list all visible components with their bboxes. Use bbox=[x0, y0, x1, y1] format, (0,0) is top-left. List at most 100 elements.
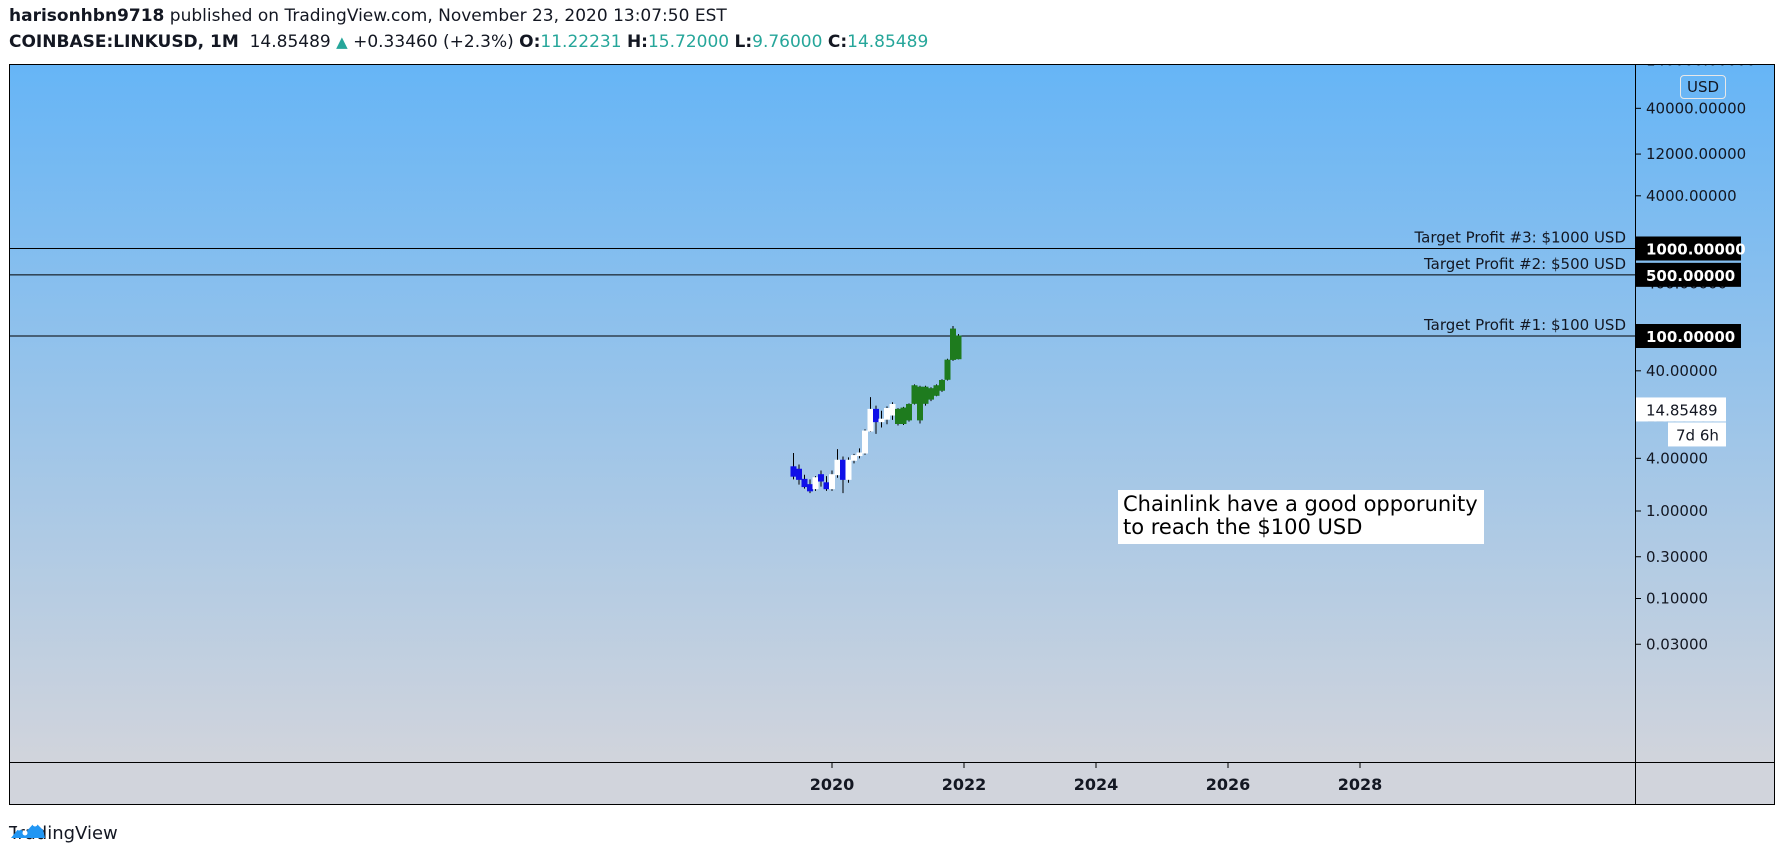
candle-body bbox=[867, 408, 874, 432]
candle-body bbox=[950, 328, 956, 360]
candle-body bbox=[911, 385, 918, 404]
candle bbox=[933, 384, 940, 397]
candle bbox=[812, 476, 819, 491]
candle-body bbox=[906, 403, 912, 421]
candle-body bbox=[955, 335, 962, 360]
candle-body bbox=[834, 459, 841, 476]
candles-svg: Target Profit #3: $1000 USD Target Profit… bbox=[10, 229, 1635, 494]
candle-body bbox=[796, 468, 802, 480]
candle-body bbox=[933, 385, 940, 396]
candle-body bbox=[829, 474, 835, 490]
candle-body bbox=[873, 408, 879, 423]
candle-body bbox=[818, 474, 824, 482]
candle bbox=[801, 474, 808, 489]
price-axis[interactable]: 140000.00000 40000.00000 12000.00000 4000.0… bbox=[1635, 65, 1774, 762]
close-label: C: bbox=[827, 32, 848, 52]
last-price: 14.85489 bbox=[249, 32, 331, 52]
x-tick-label: 2020 bbox=[810, 775, 855, 794]
axis-corner bbox=[1635, 762, 1774, 804]
candle-body bbox=[862, 430, 868, 454]
x-tick-label: 2026 bbox=[1206, 775, 1251, 794]
target-label: Target Profit #3: $1000 USD bbox=[1413, 229, 1626, 247]
y-tick-label: 4.00000 bbox=[1646, 449, 1708, 467]
candle bbox=[939, 379, 945, 392]
level-badge-bg bbox=[1636, 324, 1741, 348]
target-label: Target Profit #2: $500 USD bbox=[1423, 255, 1626, 273]
candle bbox=[807, 479, 813, 494]
price-change: +0.33460 (+2.3%) bbox=[353, 32, 514, 52]
candle-body bbox=[900, 407, 907, 424]
candle bbox=[873, 405, 879, 434]
candle-body bbox=[845, 459, 852, 480]
candle-body bbox=[812, 477, 819, 490]
high-value: 15.72000 bbox=[647, 32, 730, 52]
y-tick-label: 1.00000 bbox=[1646, 502, 1708, 520]
candle bbox=[862, 429, 868, 455]
candle bbox=[840, 456, 846, 494]
candle bbox=[889, 402, 896, 420]
last-price-label: 14.85489 bbox=[1646, 401, 1718, 419]
level-badge-label: 1000.00000 bbox=[1646, 241, 1746, 259]
up-arrow-icon: ▲ bbox=[336, 33, 348, 51]
last-price-badge: 14.85489 7d 6h bbox=[1636, 397, 1726, 447]
candle-body bbox=[878, 418, 885, 423]
chart-frame[interactable]: Target Profit #3: $1000 USD Target Profit… bbox=[9, 64, 1775, 805]
candle bbox=[818, 470, 824, 487]
candle-body bbox=[928, 388, 934, 400]
candle bbox=[796, 464, 802, 485]
candle bbox=[884, 406, 890, 425]
x-tick-label: 2024 bbox=[1074, 775, 1119, 794]
candle-body bbox=[823, 482, 830, 490]
level-price-badge: 1000.00000 bbox=[1636, 236, 1746, 261]
y-tick-label: 4000.00000 bbox=[1646, 187, 1737, 205]
candle bbox=[928, 387, 934, 402]
candle bbox=[906, 403, 912, 422]
target-label: Target Profit #1: $100 USD bbox=[1423, 316, 1626, 334]
low-value: 9.76000 bbox=[752, 32, 823, 52]
candle bbox=[823, 476, 830, 491]
candle-body bbox=[801, 478, 808, 488]
candle-body bbox=[807, 484, 813, 492]
low-label: L: bbox=[734, 32, 753, 52]
candle-body bbox=[889, 403, 896, 416]
candle bbox=[834, 449, 841, 478]
close-value: 14.85489 bbox=[847, 32, 929, 52]
candle bbox=[851, 453, 857, 464]
y-tick-label: 0.30000 bbox=[1646, 548, 1708, 566]
candle bbox=[895, 408, 901, 426]
candle bbox=[856, 448, 863, 459]
y-tick-label: 40000.00000 bbox=[1646, 99, 1746, 117]
y-tick-label: 0.03000 bbox=[1646, 635, 1708, 653]
price-axis-svg: 140000.00000 40000.00000 12000.00000 4000.0… bbox=[1636, 65, 1756, 653]
level-badge-bg bbox=[1636, 236, 1741, 261]
candle bbox=[829, 470, 835, 491]
plot-area[interactable]: Target Profit #3: $1000 USD Target Profit… bbox=[10, 65, 1635, 762]
tradingview-logo-icon[interactable] bbox=[9, 820, 47, 840]
candle-body bbox=[922, 386, 929, 404]
x-tick-label: 2022 bbox=[942, 775, 987, 794]
candle bbox=[911, 384, 918, 405]
high-label: H: bbox=[626, 32, 648, 52]
time-axis[interactable]: 2020 2022 2024 2026 2028 bbox=[10, 762, 1635, 804]
symbol-label: COINBASE:LINKUSD, 1M bbox=[9, 32, 239, 52]
candle-body bbox=[939, 380, 945, 391]
candle bbox=[944, 358, 951, 381]
candle-body bbox=[895, 408, 901, 425]
username[interactable]: harisonhbn9718 bbox=[9, 6, 165, 26]
level-price-badge: 500.00000 bbox=[1636, 262, 1741, 287]
y-tick-label: 12000.00000 bbox=[1646, 145, 1746, 163]
candle bbox=[900, 406, 907, 426]
footer: TradingView bbox=[9, 820, 118, 846]
chart-annotation[interactable]: Chainlink have a good opporunity to reac… bbox=[1118, 490, 1484, 544]
last-price-bg bbox=[1636, 397, 1726, 422]
currency-label[interactable]: USD bbox=[1680, 75, 1726, 99]
symbol-header: COINBASE:LINKUSD, 1M 14.85489 ▲ +0.33460… bbox=[9, 32, 928, 52]
candle-body bbox=[917, 386, 923, 421]
candle bbox=[922, 385, 929, 406]
open-label: O: bbox=[519, 32, 541, 52]
candle bbox=[955, 334, 962, 360]
candle bbox=[845, 457, 852, 483]
candle bbox=[917, 385, 923, 424]
countdown-label: 7d 6h bbox=[1676, 426, 1719, 444]
level-price-badge: 100.00000 bbox=[1636, 324, 1741, 348]
